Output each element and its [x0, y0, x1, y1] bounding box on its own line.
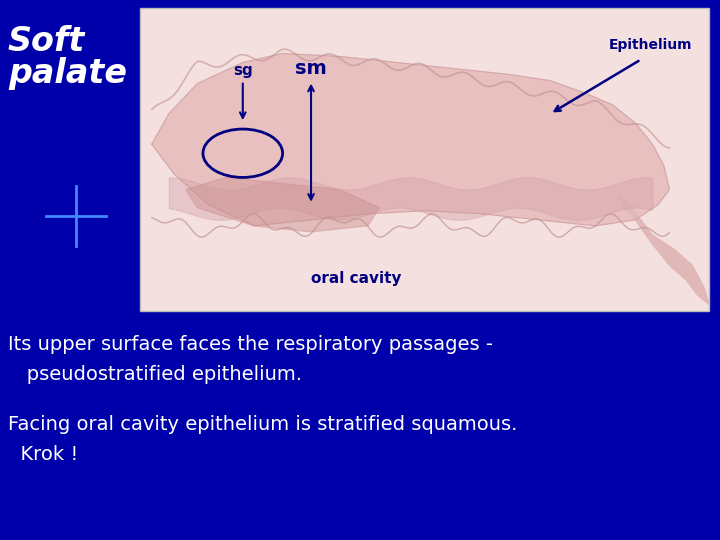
Text: palate: palate	[8, 57, 127, 90]
Polygon shape	[618, 195, 709, 305]
Bar	[140, 8, 709, 310]
Text: sg: sg	[233, 63, 253, 78]
Text: Facing oral cavity epithelium is stratified squamous.: Facing oral cavity epithelium is stratif…	[8, 415, 518, 434]
Text: sm: sm	[295, 59, 327, 78]
Text: Its upper surface faces the respiratory passages -: Its upper surface faces the respiratory …	[8, 335, 493, 354]
Text: pseudostratified epithelium.: pseudostratified epithelium.	[8, 365, 302, 384]
Text: Soft: Soft	[8, 25, 86, 58]
Polygon shape	[186, 178, 379, 232]
Text: oral cavity: oral cavity	[311, 271, 402, 286]
Text: Epithelium: Epithelium	[608, 38, 692, 52]
Text: Krok !: Krok !	[8, 445, 78, 464]
Polygon shape	[152, 53, 670, 226]
